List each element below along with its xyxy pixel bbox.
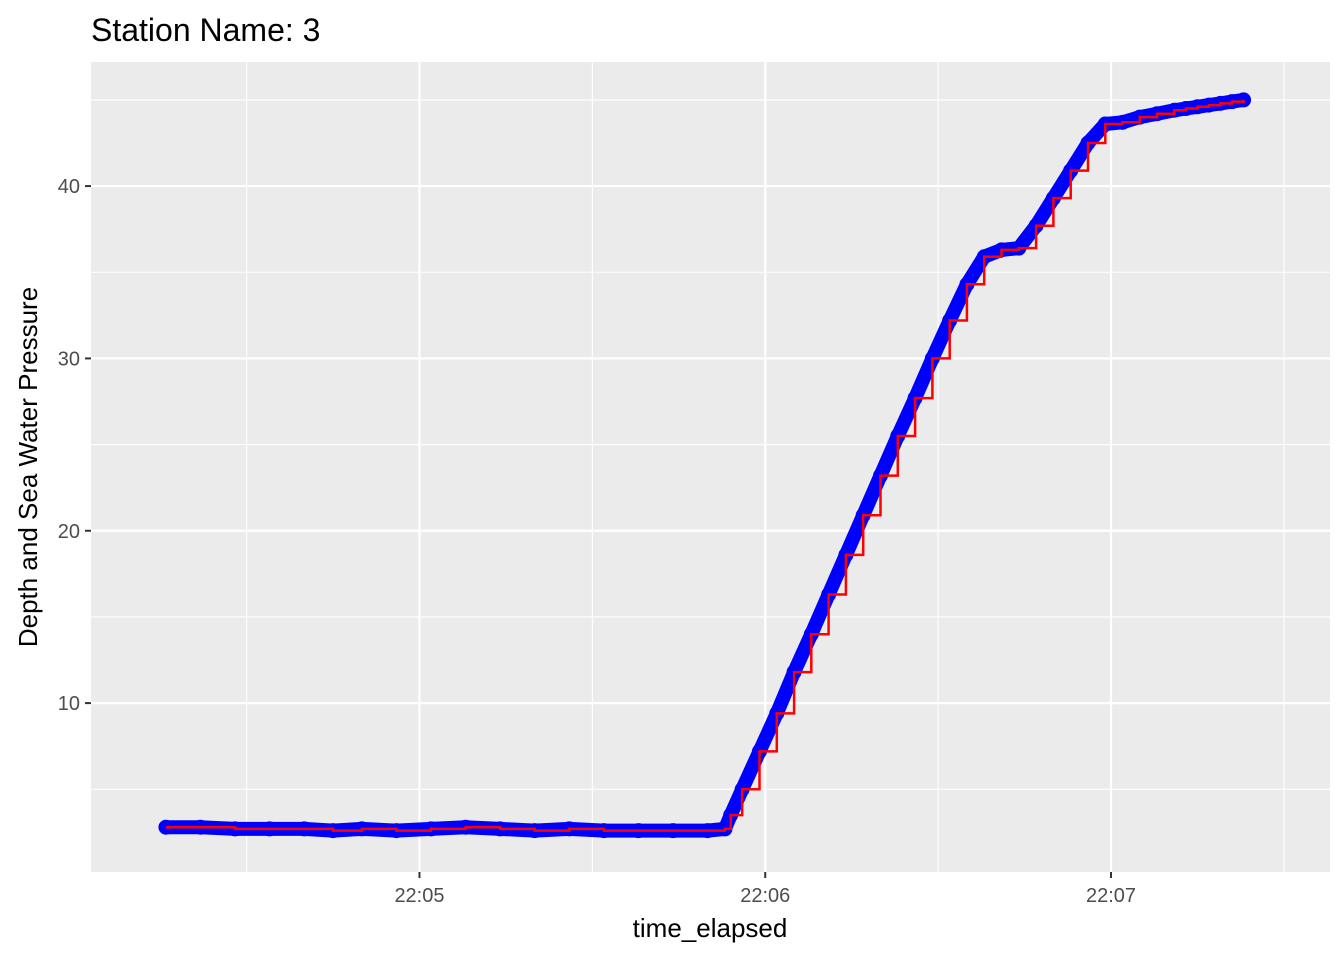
y-tick-label: 20 xyxy=(58,521,80,543)
y-axis-title: Depth and Sea Water Pressure xyxy=(13,287,43,647)
y-tick-label: 10 xyxy=(58,693,80,715)
minor-x-gridlines xyxy=(246,62,1285,872)
x-tick-label: 22:06 xyxy=(740,885,790,907)
x-tick-label: 22:07 xyxy=(1086,885,1136,907)
x-axis-ticks: 22:05 22:06 22:07 xyxy=(394,872,1136,907)
series-step-line xyxy=(165,99,1245,832)
chart-title: Station Name: 3 xyxy=(91,12,320,48)
y-axis-ticks: 10 20 30 40 xyxy=(58,176,91,715)
minor-y-gridlines xyxy=(91,99,1330,790)
plot-panel xyxy=(91,62,1330,872)
x-axis-title: time_elapsed xyxy=(633,913,788,943)
major-y-gridlines xyxy=(91,184,1330,705)
y-tick-label: 30 xyxy=(58,348,80,370)
x-tick-label: 22:05 xyxy=(394,885,444,907)
y-tick-label: 40 xyxy=(58,176,80,198)
